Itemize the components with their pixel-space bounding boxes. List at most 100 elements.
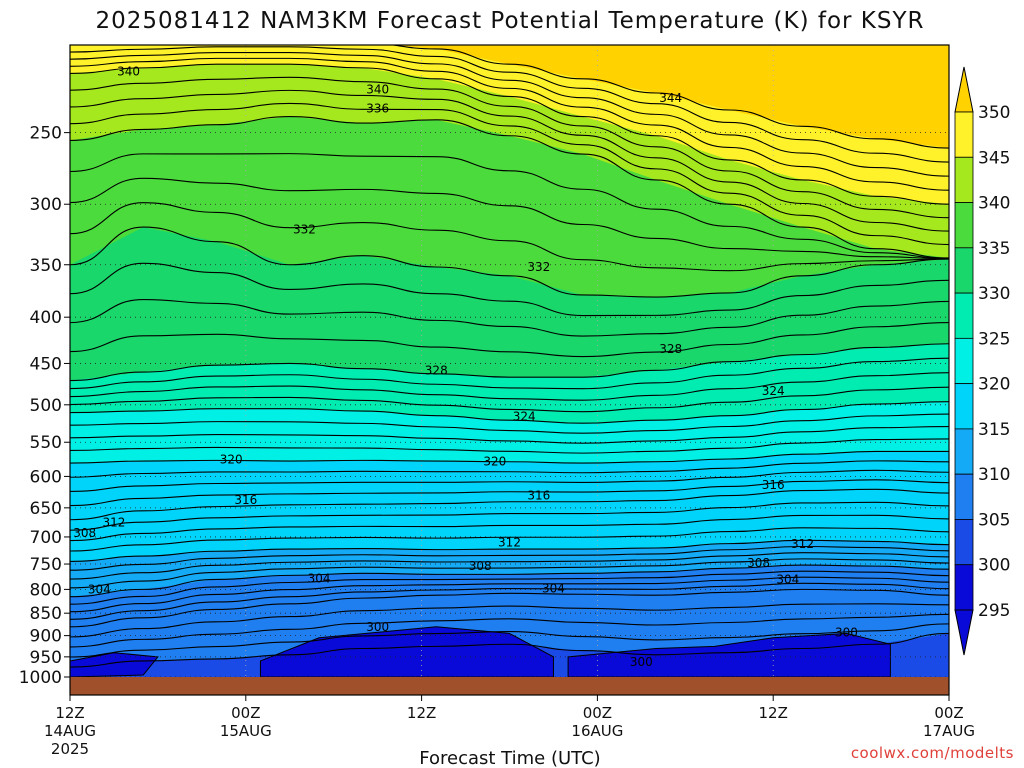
y-tick-label: 350 [30, 256, 62, 276]
contour-line [70, 450, 949, 464]
contour-line [70, 488, 949, 521]
contour-label: 312 [498, 536, 521, 550]
colorbar-label: 315 [978, 420, 1010, 440]
colorbar-segment [954, 202, 974, 249]
colorbar-segment [954, 111, 974, 158]
contour-line-minor [70, 299, 949, 337]
colorbar-label: 300 [978, 556, 1010, 576]
contour-line [70, 45, 949, 149]
contour-line [70, 588, 949, 628]
colorbar: 350 345 340 335 330 325 320 315 310 305 300 295 [954, 66, 1010, 656]
contour-line-minor [70, 57, 949, 191]
contour-label: 336 [366, 101, 389, 115]
x-tick-label: 12Z [759, 704, 788, 722]
y-tick-label: 950 [30, 648, 62, 668]
contour-line-minor [70, 202, 949, 272]
contour-line [70, 343, 949, 382]
y-tick-label: 600 [30, 467, 62, 487]
contour-label: 320 [483, 455, 506, 469]
contour-label: 320 [220, 453, 243, 467]
contour-line-minor [70, 527, 949, 552]
contour-label: 324 [762, 384, 785, 398]
contour-label: 332 [293, 223, 316, 237]
contour-label: 304 [542, 581, 565, 595]
contour-line-minor [70, 613, 949, 648]
contour-line-minor [70, 514, 949, 542]
x-tick-label: 00Z [231, 704, 260, 722]
x-tick-sublabel: 17AUG [923, 722, 975, 740]
contour-line-minor [70, 413, 949, 434]
contour-label: 300 [630, 655, 653, 669]
contour-label: 300 [835, 626, 858, 640]
y-tick-label: 700 [30, 528, 62, 548]
contour-label: 340 [366, 83, 389, 97]
plot-frame [69, 44, 950, 696]
contour-label: 316 [234, 493, 257, 507]
x-tick-label: 00Z [583, 704, 612, 722]
contour-line-minor [70, 438, 949, 454]
contour-line-minor [70, 46, 949, 163]
y-tick-label: 1000 [19, 668, 62, 688]
x-tick-label: 12Z [407, 704, 436, 722]
colorbar-top-arrow [954, 66, 974, 113]
contour-line-minor [70, 576, 949, 613]
contour-label: 308 [747, 556, 770, 570]
contour-line-minor [70, 469, 949, 492]
contour-line-minor [70, 623, 949, 658]
colorbar-label: 305 [978, 510, 1010, 530]
contour-line-minor [70, 89, 949, 232]
contour-line-minor [70, 425, 949, 444]
contour-line-minor [70, 357, 949, 390]
contour-label: 312 [791, 537, 814, 551]
credit-text: coolwx.com/modelts [851, 744, 1014, 762]
y-tick-label: 500 [30, 396, 62, 416]
y-tick-label: 800 [30, 580, 62, 600]
contour-line-minor [70, 501, 949, 531]
x-tick-label: 00Z [934, 704, 963, 722]
contour-label: 304 [776, 572, 799, 586]
contour-label: 300 [366, 620, 389, 634]
contour-label: 344 [659, 91, 682, 105]
colorbar-label: 330 [978, 284, 1010, 304]
contour-label: 332 [527, 260, 550, 274]
colorbar-segment [954, 337, 974, 385]
contour-line-minor [70, 603, 949, 638]
contour-line [70, 226, 949, 298]
contour-line [70, 116, 949, 259]
contour-line-minor [70, 52, 949, 177]
y-tick-label: 850 [30, 604, 62, 624]
y-axis: 250 300 350 400 450 500 550 600 650 700 750 800 850 9… [19, 124, 70, 688]
y-tick-label: 900 [30, 627, 62, 647]
y-tick-label: 400 [30, 308, 62, 328]
y-tick-label: 650 [30, 499, 62, 519]
y-tick-label: 300 [30, 195, 62, 215]
contour-labels: 340 340 336 344 332 332 328 328 324 324 320 320 316 3… [73, 65, 858, 669]
contour-line-minor [70, 76, 949, 219]
contour-line [70, 63, 949, 205]
x-tick-sublabel: 16AUG [571, 722, 623, 740]
contour-line-minor [70, 102, 949, 246]
x-axis-label: Forecast Time (UTC) [419, 748, 600, 768]
colorbar-label: 325 [978, 329, 1010, 349]
colorbar-segment [954, 428, 974, 475]
contour-label: 316 [762, 478, 785, 492]
colorbar-segment [954, 247, 974, 294]
ground-band [70, 677, 949, 695]
contour-label: 340 [117, 65, 140, 79]
contour-label: 304 [308, 571, 331, 585]
contour-line-minor [70, 552, 949, 580]
colorbar-segment [954, 519, 974, 566]
contour-line-minor [70, 545, 949, 571]
contour-line-minor [70, 386, 949, 413]
contour-line-minor [70, 372, 949, 401]
contour-label: 308 [469, 559, 492, 573]
colorbar-label: 340 [978, 194, 1010, 214]
contour-line-minor [70, 322, 949, 358]
contour-label: 316 [527, 489, 550, 503]
colorbar-segment [954, 292, 974, 339]
colorbar-segment [954, 473, 974, 520]
colorbar-label: 345 [978, 148, 1010, 168]
contour-label: 308 [73, 526, 96, 540]
